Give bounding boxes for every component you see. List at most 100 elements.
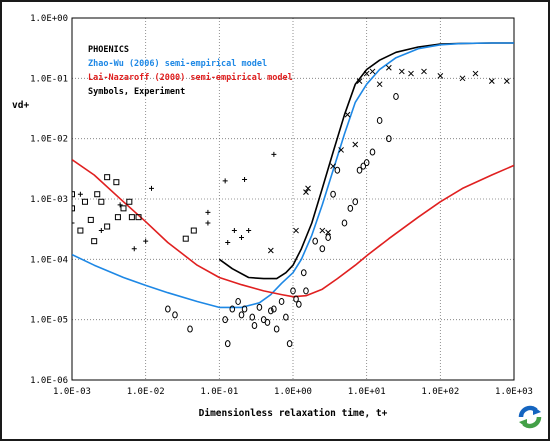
data-point-circle xyxy=(303,287,309,295)
data-point-cross xyxy=(369,68,376,75)
recycle-arrows-icon[interactable] xyxy=(518,405,542,429)
y-tick-label: 1.0E-03 xyxy=(30,195,68,205)
data-point-circle xyxy=(241,305,248,313)
data-point-cross xyxy=(325,229,332,236)
data-point-circle xyxy=(347,204,354,212)
data-point-plus xyxy=(117,202,123,208)
legend-entry: Zhao-Wu (2006) semi-empirical model xyxy=(88,58,267,69)
data-point-circle xyxy=(341,219,348,227)
data-point-cross xyxy=(421,68,427,75)
data-point-square xyxy=(126,198,133,205)
data-point-circle xyxy=(268,307,274,315)
data-point-circle xyxy=(238,311,245,319)
data-point-square xyxy=(190,227,197,234)
data-point-circle xyxy=(224,340,231,348)
data-point-circle xyxy=(229,305,236,313)
data-point-circle xyxy=(278,298,285,306)
data-point-circle xyxy=(290,287,296,295)
data-point-cross xyxy=(356,78,363,84)
y-tick-label: 1.0E+00 xyxy=(30,14,68,24)
data-point-cross xyxy=(398,68,405,75)
data-point-circle xyxy=(300,269,307,277)
data-point-cross xyxy=(338,147,344,153)
data-point-square xyxy=(91,238,98,245)
data-point-plus xyxy=(271,151,277,157)
data-point-cross xyxy=(376,81,383,88)
x-tick-label: 1.0E+03 xyxy=(495,387,533,397)
data-point-plus xyxy=(225,240,231,246)
data-point-plus xyxy=(149,185,154,191)
data-point-circle xyxy=(376,117,383,125)
data-point-circle xyxy=(363,159,370,167)
data-point-circle xyxy=(352,198,359,206)
legend-entry: Lai-Nazaroff (2000) semi-empirical model xyxy=(88,72,293,83)
data-point-square xyxy=(104,223,111,230)
series-layer xyxy=(72,42,514,348)
data-point-cross xyxy=(330,163,336,170)
y-tick-label: 1.0E-06 xyxy=(30,376,68,386)
data-point-cross xyxy=(352,141,359,148)
data-point-circle xyxy=(283,313,289,321)
data-point-square xyxy=(77,227,84,234)
curve-line xyxy=(218,42,514,280)
data-point-circle xyxy=(319,245,326,253)
data-point-plus xyxy=(239,235,245,241)
x-tick-label: 1.0E-02 xyxy=(127,387,165,397)
data-point-square xyxy=(128,214,135,221)
data-point-plus xyxy=(205,209,211,215)
data-point-circle xyxy=(165,305,171,313)
data-point-circle xyxy=(360,162,367,170)
data-point-circle xyxy=(325,234,331,242)
data-point-circle xyxy=(293,295,299,303)
data-point-circle xyxy=(330,190,336,198)
x-tick-label: 1.0E-03 xyxy=(53,387,91,397)
data-point-circle xyxy=(235,298,241,306)
data-point-circle xyxy=(264,318,271,326)
data-point-circle xyxy=(356,166,363,174)
legend-entry: Symbols, Experiment xyxy=(88,86,185,97)
data-point-cross xyxy=(488,78,495,84)
y-tick-label: 1.0E-04 xyxy=(30,255,68,265)
data-point-square xyxy=(104,174,111,181)
x-tick-label: 1.0E-01 xyxy=(200,387,238,397)
curve-line xyxy=(72,42,514,309)
x-axis-label: Dimensionless relaxation time, t+ xyxy=(199,408,388,419)
data-point-square xyxy=(81,198,88,205)
data-point-square xyxy=(135,214,142,221)
x-tick-label: 1.0E+00 xyxy=(274,387,312,397)
data-point-cross xyxy=(459,75,466,82)
data-point-plus xyxy=(98,228,104,234)
data-point-cross xyxy=(363,70,370,77)
data-point-plus xyxy=(77,191,83,197)
data-point-circle xyxy=(273,325,280,333)
data-point-square xyxy=(182,235,189,242)
data-point-circle xyxy=(271,305,277,313)
data-point-cross xyxy=(303,189,309,195)
data-point-circle xyxy=(393,92,399,100)
data-point-cross xyxy=(472,70,479,77)
data-point-plus xyxy=(242,177,248,183)
data-point-cross xyxy=(408,70,414,77)
data-point-square xyxy=(72,191,75,198)
data-point-plus xyxy=(143,238,149,244)
data-point-square xyxy=(113,179,120,186)
data-point-circle xyxy=(286,340,293,348)
x-tick-label: 1.0E+01 xyxy=(348,387,386,397)
plot-area-border xyxy=(71,17,515,381)
data-point-square xyxy=(98,198,105,205)
data-point-plus xyxy=(72,220,75,226)
y-tick-label: 1.0E-02 xyxy=(30,135,68,145)
data-point-circle xyxy=(256,303,263,311)
data-point-circle xyxy=(249,313,256,321)
data-point-cross xyxy=(293,227,299,234)
data-point-cross xyxy=(344,111,351,118)
data-point-circle xyxy=(369,148,376,156)
legend: PHOENICS Zhao-Wu (2006) semi-empirical mo… xyxy=(88,45,293,97)
data-point-plus xyxy=(222,178,228,184)
data-point-square xyxy=(72,205,75,212)
data-point-circle xyxy=(172,311,178,319)
y-tick-label: 1.0E-05 xyxy=(30,316,68,326)
data-point-cross xyxy=(319,227,326,234)
y-tick-label: 1.0E-01 xyxy=(30,74,68,84)
